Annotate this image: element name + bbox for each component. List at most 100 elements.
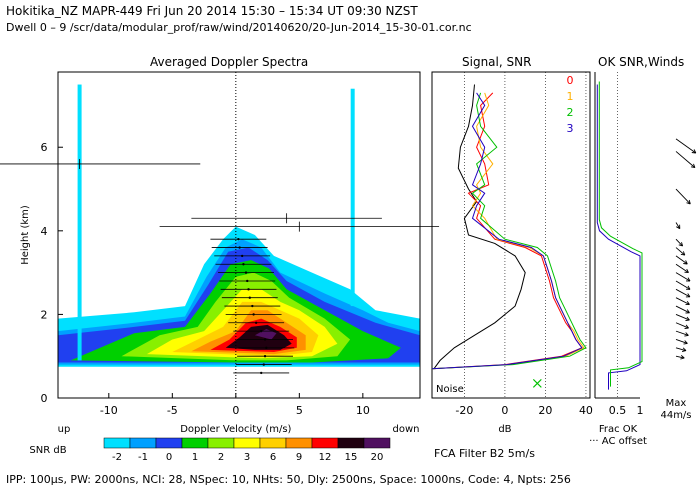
wind-vector-head: [684, 268, 689, 274]
snr-frame: [431, 71, 591, 399]
wind-vector-head: [690, 163, 696, 169]
spectra-x-axis-label: Doppler Velocity (m/s): [180, 424, 291, 435]
mean-velocity-point: [263, 355, 267, 358]
colorbar-swatch-0: [103, 437, 131, 449]
wind-vector-head: [685, 316, 690, 321]
mean-velocity-point: [247, 288, 250, 291]
wind-vector-head: [685, 300, 690, 306]
colorbar-swatch-4: [207, 437, 235, 449]
snr-panel-title: Signal, SNR: [462, 55, 532, 69]
colorbar-tick-label: 6: [270, 452, 276, 463]
range-gate-legend-2: 2: [567, 106, 574, 119]
signal-line: [433, 84, 526, 369]
colorbar-swatch-10: [363, 437, 391, 449]
spectra-y-tick-label: 6: [41, 141, 48, 154]
wind-vector: [675, 347, 687, 352]
wind-vector-head: [685, 277, 691, 282]
mean-velocity-point: [265, 346, 268, 350]
wind-vector: [675, 151, 696, 168]
spectra-x-tick-label: 10: [356, 404, 370, 417]
colorbar-tick-label: 15: [345, 452, 358, 463]
frac-ok-line: [596, 84, 641, 390]
colorbar-swatch-8: [311, 437, 339, 449]
parameters-footer: IPP: 100µs, PW: 2000ns, NCI: 28, NSpec: …: [6, 473, 571, 486]
mean-velocity-point: [252, 313, 255, 316]
spectra-x-tick-label: -10: [100, 404, 118, 417]
mean-velocity-point: [238, 246, 241, 249]
range-gate-legend-3: 3: [567, 122, 574, 135]
wind-vector: [675, 322, 689, 329]
wind-vector: [675, 255, 688, 265]
max-wind-value: 44m/s: [660, 410, 691, 421]
mean-velocity-point: [248, 296, 251, 299]
range-gate-legend-0: 0: [567, 74, 574, 87]
spectra-y-tick-label: 2: [41, 308, 48, 321]
colorbar-label: SNR dB: [29, 445, 66, 456]
wind-vector-head: [681, 347, 687, 352]
mean-velocity-point: [260, 329, 263, 333]
colorbar-tick-label: 20: [371, 452, 384, 463]
wind-vector-head: [683, 260, 688, 265]
wind-vector-head: [686, 199, 691, 205]
frac-ok-line-alt: [598, 81, 643, 387]
wind-vector-head: [685, 285, 691, 290]
wind-vector: [675, 188, 691, 205]
winds-panel-title: OK SNR,Winds: [598, 55, 685, 69]
spectra-x-tick-label: 5: [296, 404, 303, 417]
colorbar-tick-label: 9: [296, 452, 302, 463]
snr-series-2: [431, 92, 587, 370]
down-label: down: [393, 424, 420, 435]
snr-contour-band-10: [254, 329, 277, 340]
colorbar-tick-label: 1: [192, 452, 198, 463]
colorbar-swatch-7: [285, 437, 313, 449]
frac-ok-label: Frac OK: [599, 424, 638, 435]
wind-vector-head: [685, 309, 690, 314]
colorbar-swatch-2: [155, 437, 183, 449]
snr-plot: -20 0 20 40 dB 0 1 2 3 Noise: [431, 71, 593, 435]
frac-x-tick-label: 1: [637, 404, 644, 417]
mean-velocity-point: [244, 271, 248, 274]
filter-label: FCA Filter B2 5m/s: [434, 447, 535, 460]
snr-series-1: [431, 92, 585, 370]
wind-vector: [675, 355, 685, 359]
wind-vector-head: [684, 324, 689, 329]
wind-vector: [675, 222, 681, 229]
noise-label: Noise: [436, 384, 464, 395]
snr-x-tick-label: 40: [579, 404, 593, 417]
mean-velocity-point: [246, 279, 249, 283]
wind-vector-head: [680, 355, 685, 360]
chart-title-station: Hokitika_NZ MAPR-449 Fri Jun 20 2014 15:…: [6, 4, 418, 18]
wind-vector-head: [678, 242, 684, 247]
max-wind-label: Max: [666, 398, 687, 409]
wind-vector-head: [685, 293, 691, 298]
colorbar-tick-label: 0: [166, 452, 172, 463]
noise-marker: [532, 378, 542, 388]
wind-vector-head: [683, 340, 688, 345]
spectra-x-tick-label: -5: [167, 404, 178, 417]
mean-velocity-point: [237, 237, 240, 241]
snr-series-0: [431, 92, 583, 370]
wind-vector-head: [691, 149, 697, 154]
snr-x-tick-label: 0: [501, 404, 508, 417]
wind-vector: [675, 297, 690, 305]
mean-velocity-point: [262, 363, 265, 366]
colorbar-tick-label: -2: [112, 452, 122, 463]
clutter-stripe-0: [77, 84, 82, 361]
colorbar-swatch-1: [129, 437, 157, 449]
snr-x-tick-label: -20: [455, 404, 473, 417]
snr-x-axis-label: dB: [498, 424, 511, 435]
wind-vector: [675, 272, 691, 282]
range-gate-legend-1: 1: [567, 90, 574, 103]
colorbar-tick-label: 2: [218, 452, 224, 463]
spectra-x-tick-label: 0: [232, 404, 239, 417]
wind-vector: [675, 263, 689, 273]
chart-title-file: Dwell 0 – 9 /scr/data/modular_prof/raw/w…: [6, 21, 472, 34]
colorbar-swatch-5: [233, 437, 261, 449]
wind-vector: [675, 280, 691, 290]
wind-vector: [675, 238, 683, 247]
mean-velocity-point: [260, 371, 263, 375]
spectra-plot: -10 -5 0 5 10 0 2 4 6 Height (km) Doppler Velocity…: [20, 71, 421, 435]
mean-velocity-point: [251, 304, 254, 308]
